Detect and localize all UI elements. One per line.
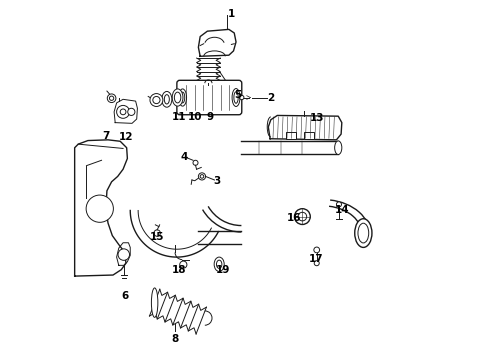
Text: 3: 3 — [214, 176, 220, 186]
Circle shape — [107, 94, 116, 103]
Text: 5: 5 — [234, 90, 242, 100]
Circle shape — [337, 202, 342, 207]
Circle shape — [314, 247, 319, 253]
Text: 14: 14 — [335, 205, 349, 215]
Text: 15: 15 — [150, 232, 164, 242]
Text: 11: 11 — [172, 112, 187, 122]
Ellipse shape — [162, 91, 172, 107]
Text: 9: 9 — [206, 112, 214, 122]
Circle shape — [294, 209, 310, 225]
Polygon shape — [198, 30, 236, 56]
Polygon shape — [74, 140, 127, 276]
Text: 6: 6 — [121, 291, 128, 301]
Circle shape — [153, 96, 160, 104]
Circle shape — [154, 230, 160, 236]
Text: 13: 13 — [310, 113, 324, 123]
Circle shape — [118, 249, 129, 260]
Ellipse shape — [217, 260, 222, 269]
Ellipse shape — [172, 89, 183, 106]
Polygon shape — [117, 243, 130, 265]
Circle shape — [150, 94, 163, 107]
Text: 8: 8 — [172, 334, 179, 344]
Ellipse shape — [355, 219, 372, 247]
Polygon shape — [114, 99, 137, 123]
Circle shape — [109, 96, 114, 100]
Circle shape — [193, 160, 198, 165]
Circle shape — [314, 261, 319, 266]
Polygon shape — [269, 116, 342, 140]
Text: 2: 2 — [267, 93, 274, 103]
Ellipse shape — [180, 92, 185, 103]
Ellipse shape — [358, 223, 368, 243]
Circle shape — [298, 212, 307, 221]
Circle shape — [200, 175, 204, 178]
Ellipse shape — [179, 89, 187, 106]
Text: 4: 4 — [180, 152, 188, 162]
Circle shape — [240, 95, 244, 100]
Text: 17: 17 — [309, 254, 323, 264]
Text: 10: 10 — [188, 112, 203, 122]
Text: 7: 7 — [102, 131, 110, 141]
Circle shape — [120, 109, 126, 115]
Circle shape — [117, 105, 129, 118]
Text: 1: 1 — [228, 9, 235, 19]
Ellipse shape — [232, 89, 240, 107]
Ellipse shape — [335, 141, 342, 154]
Text: 12: 12 — [119, 132, 133, 142]
Text: 19: 19 — [216, 265, 230, 275]
Circle shape — [128, 108, 135, 116]
Ellipse shape — [151, 288, 158, 318]
Text: 18: 18 — [172, 265, 186, 275]
Bar — [286, 132, 296, 139]
Circle shape — [180, 261, 187, 268]
Ellipse shape — [234, 92, 238, 103]
Bar — [304, 132, 314, 139]
Ellipse shape — [214, 257, 224, 271]
Circle shape — [86, 195, 113, 222]
Ellipse shape — [164, 95, 170, 104]
Ellipse shape — [174, 92, 181, 103]
Circle shape — [198, 173, 205, 180]
Text: 16: 16 — [287, 213, 302, 222]
FancyBboxPatch shape — [177, 80, 242, 115]
